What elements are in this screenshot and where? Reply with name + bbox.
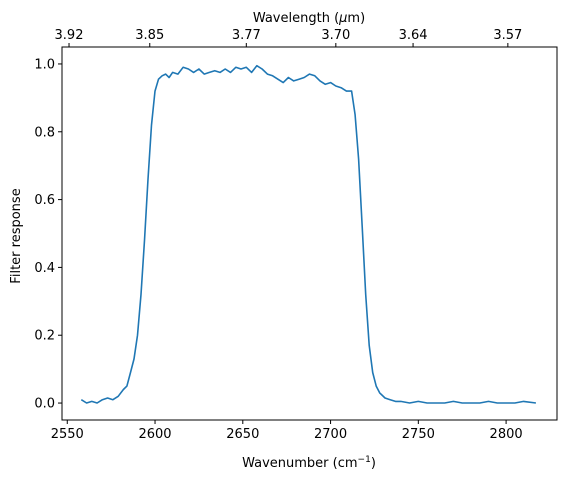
top-x-axis-label: Wavelength (μm) [253,11,365,26]
x-tick-label: 2700 [314,427,347,442]
plot-frame [61,46,558,421]
y-tick-label: 0.0 [34,397,55,412]
y-axis-label: Filter response [9,188,24,283]
y-tick-label: 0.8 [34,125,55,140]
ticks-layer: 2550 2600 2650 2700 2750 2800 0.0 0.2 0.4 0.6 0.8 1… [34,28,522,442]
plot-layer [80,64,537,404]
x-axis-label: Wavenumber (cm−1) [242,455,376,471]
top-tick-label: 3.57 [493,28,522,43]
x-tick-label: 2800 [490,427,523,442]
y-tick-label: 0.6 [34,193,55,208]
top-tick-label: 3.85 [135,28,164,43]
top-tick-label: 3.64 [399,28,428,43]
top-tick-label: 3.77 [232,28,261,43]
top-tick-label: 3.92 [55,28,84,43]
y-tick-label: 0.2 [34,329,55,344]
x-tick-label: 2550 [51,427,84,442]
x-tick-label: 2600 [138,427,171,442]
x-tick-label: 2650 [226,427,259,442]
x-tick-label: 2750 [402,427,435,442]
y-tick-label: 0.4 [34,261,55,276]
series-line-0 [80,64,537,404]
top-tick-label: 3.70 [321,28,350,43]
y-tick-label: 1.0 [34,57,55,72]
